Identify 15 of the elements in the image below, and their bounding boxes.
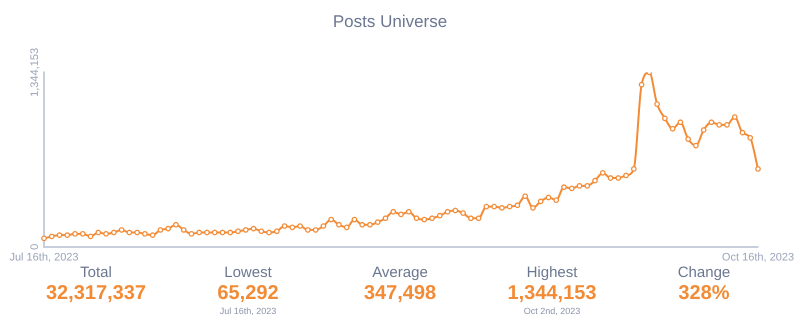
text: 347,498: [362, 281, 438, 305]
text: 1,344,153: [506, 281, 598, 305]
text: 328%: [677, 281, 731, 305]
text: 65,292: [216, 281, 280, 305]
text: Highest: [526, 264, 578, 281]
text: Change: [676, 264, 732, 281]
chart-title: Posts Universe: [332, 12, 448, 31]
y-tick-label: 0: [29, 244, 42, 250]
text: 32,317,337: [44, 281, 148, 305]
text: Lowest: [223, 264, 273, 281]
text: Jul 16th, 2023: [218, 305, 278, 317]
x-tick-label: Oct 16th, 2023: [722, 251, 794, 264]
text: Total: [79, 264, 113, 281]
text: Average: [371, 264, 429, 281]
text: Oct 2nd, 2023: [522, 305, 582, 317]
